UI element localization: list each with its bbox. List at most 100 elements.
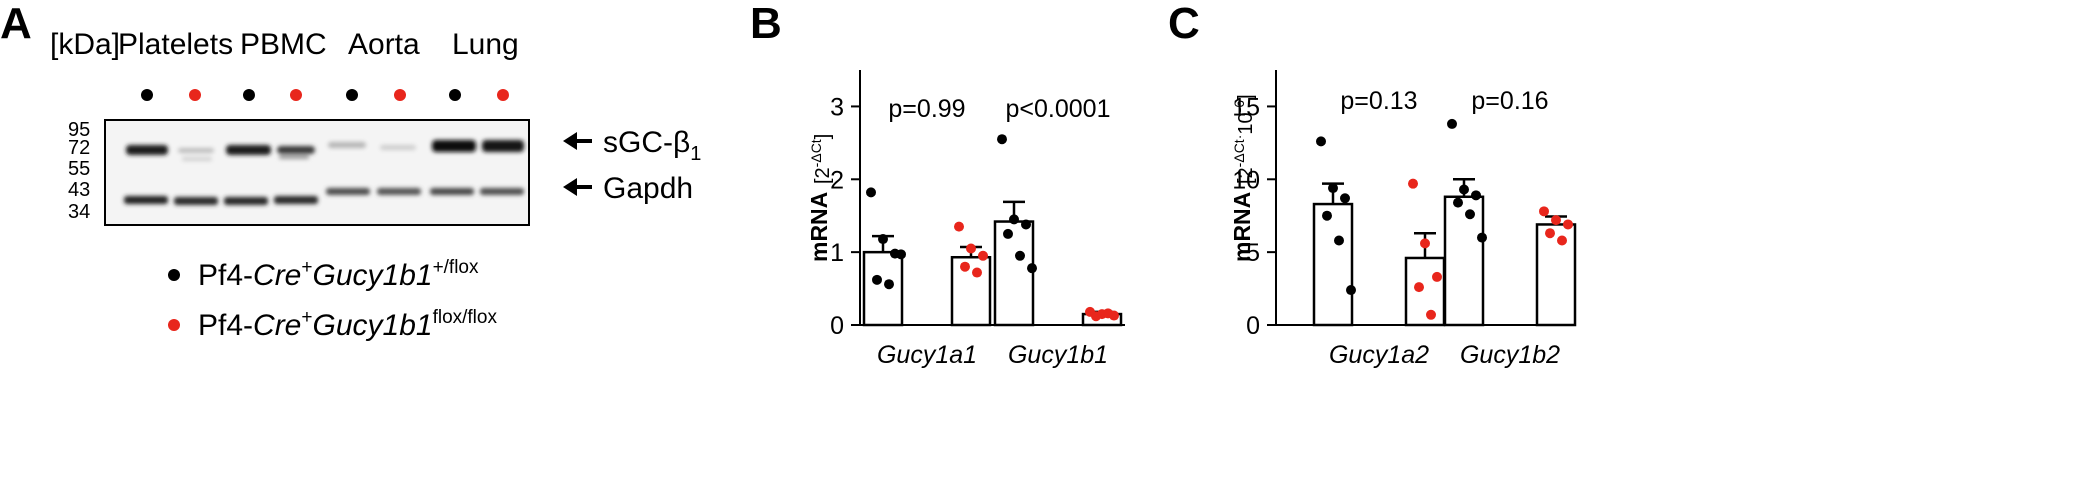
panel-label-b: B: [750, 0, 782, 48]
legend: Pf4-Cre+Gucy1b1+/flox Pf4-Cre+Gucy1b1flo…: [168, 257, 497, 342]
data-point: [1426, 309, 1436, 320]
data-point: [1340, 193, 1350, 204]
group-label-aorta: Aorta: [348, 28, 420, 61]
data-point: [972, 267, 982, 278]
y-tick-label: 5: [1246, 239, 1260, 267]
bar: [1535, 223, 1577, 327]
data-point: [1563, 219, 1573, 230]
p-value-label: p=0.13: [1340, 87, 1417, 115]
data-point: [966, 243, 976, 254]
dot-platelets-knockout: [189, 89, 201, 101]
data-point: [1420, 238, 1430, 249]
mw-marker-43: 43: [68, 179, 90, 201]
y-tick-label: 0: [1246, 312, 1260, 340]
dot-aorta-control: [346, 89, 358, 101]
data-point: [1471, 190, 1481, 201]
data-point: [1545, 228, 1555, 239]
data-point: [1015, 250, 1025, 261]
y-axis-title: mRNA: [806, 192, 832, 262]
bar: [1312, 202, 1354, 327]
mw-marker-55: 55: [68, 158, 90, 180]
dot-pbmc-knockout: [290, 89, 302, 101]
bar: [1443, 195, 1485, 327]
band-arrow-sgc: [563, 132, 592, 150]
category-label: Gucy1b1: [1008, 341, 1108, 369]
panel-label-c: C: [1168, 0, 1200, 48]
category-label: Gucy1a2: [1329, 341, 1429, 369]
data-point: [1477, 232, 1487, 243]
data-point: [896, 249, 906, 260]
category-label: Gucy1b2: [1460, 341, 1560, 369]
data-point: [1465, 209, 1475, 220]
group-label-platelets: Platelets: [118, 28, 233, 61]
data-point: [1009, 214, 1019, 225]
category-label: Gucy1a1: [877, 341, 977, 369]
y-tick-label: 1: [830, 239, 844, 267]
y-tick-label: 2: [830, 166, 844, 194]
data-point: [878, 234, 888, 245]
data-point: [1316, 136, 1326, 147]
legend-marker-control: [168, 269, 180, 281]
chart-c: 0 5 10 15 mRNA [2-ΔCt·10-6] Gucy1a2 p=0.13 Gucy1…: [1229, 70, 1577, 369]
data-point: [1328, 183, 1338, 194]
y-tick-label: 0: [830, 312, 844, 340]
y-tick-label: 15: [1232, 93, 1260, 121]
dot-lung-control: [449, 89, 461, 101]
blot-membrane: [104, 119, 530, 226]
data-point: [1322, 210, 1332, 221]
sgc-bands: [126, 140, 524, 161]
mw-markers: 95 72 55 43 34: [68, 119, 90, 223]
dot-aorta-knockout: [394, 89, 406, 101]
p-value-label: p=0.16: [1471, 87, 1548, 115]
p-value-label: p=0.99: [888, 95, 965, 123]
data-point: [1091, 311, 1101, 322]
dot-platelets-control: [141, 89, 153, 101]
genotype-dots: [141, 89, 509, 101]
legend-marker-knockout: [168, 319, 180, 331]
data-point: [884, 279, 894, 290]
data-point: [1408, 178, 1418, 189]
data-point: [1027, 263, 1037, 274]
dot-pbmc-control: [243, 89, 255, 101]
data-point: [1557, 235, 1567, 246]
data-point: [1432, 271, 1442, 282]
data-point: [1447, 118, 1457, 129]
mw-marker-34: 34: [68, 201, 90, 223]
band-label-sgc: sGC-β1: [603, 126, 701, 165]
y-axis-title: mRNA: [1229, 192, 1255, 262]
group-label-pbmc: PBMC: [240, 28, 327, 61]
p-value-label: p<0.0001: [1006, 95, 1111, 123]
legend-label-knockout: Pf4-Cre+Gucy1b1flox/flox: [198, 307, 497, 342]
band-arrow-gapdh: [563, 178, 592, 196]
data-point: [1414, 282, 1424, 293]
y-tick-label: 10: [1232, 166, 1260, 194]
data-point: [866, 187, 876, 198]
data-point: [960, 261, 970, 272]
chart-b: 0 1 2 3 mRNA [2-ΔCt] Gucy1a1 p=0.99 Gucy1b1 p<0.0…: [806, 70, 1125, 369]
y-tick-label: 3: [830, 93, 844, 121]
data-point: [954, 221, 964, 232]
mw-marker-95: 95: [68, 119, 90, 141]
data-point: [1103, 308, 1113, 319]
bar: [950, 255, 992, 327]
data-point: [1334, 235, 1344, 246]
y-axis-unit: [2-ΔCt]: [808, 134, 834, 184]
data-point: [1453, 197, 1463, 208]
legend-label-control: Pf4-Cre+Gucy1b1+/flox: [198, 257, 479, 292]
data-point: [1021, 219, 1031, 230]
data-point: [1539, 206, 1549, 217]
y-axis-unit: [2-ΔCt·10-6]: [1231, 94, 1257, 184]
data-point: [997, 134, 1007, 145]
panel-label-a: A: [0, 0, 32, 48]
kda-label: [kDa]: [50, 28, 120, 61]
data-point: [1003, 228, 1013, 239]
gapdh-bands: [124, 188, 524, 205]
mw-marker-72: 72: [68, 137, 90, 159]
group-label-lung: Lung: [452, 28, 519, 61]
band-label-gapdh: Gapdh: [603, 172, 693, 205]
bar: [862, 250, 904, 327]
dot-lung-knockout: [497, 89, 509, 101]
data-point: [872, 274, 882, 285]
western-blot: [104, 119, 530, 226]
